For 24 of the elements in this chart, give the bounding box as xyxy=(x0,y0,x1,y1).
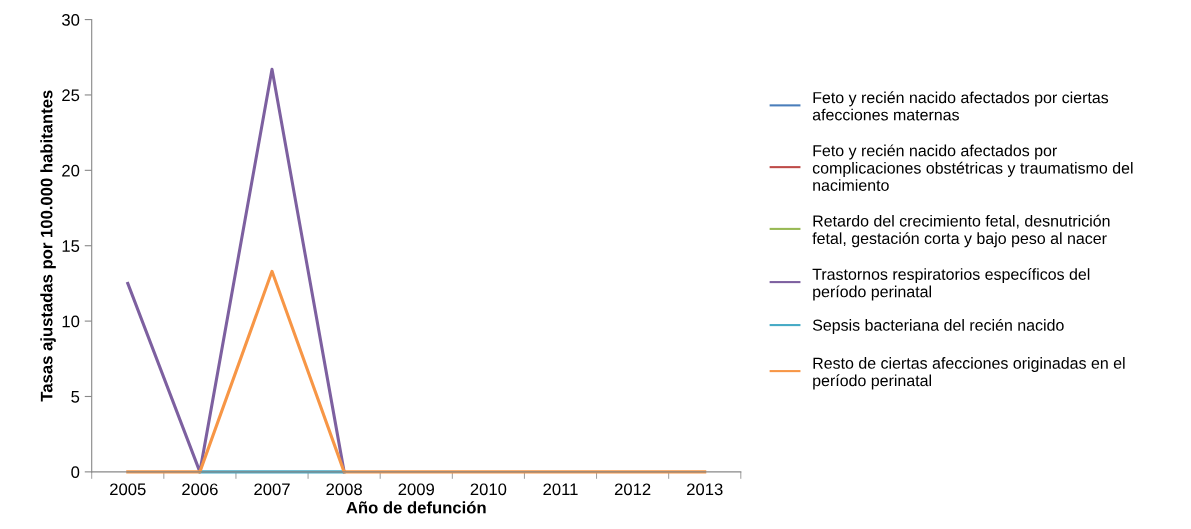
y-tick-label: 0 xyxy=(71,466,80,479)
y-tick-label: 10 xyxy=(62,315,80,328)
legend-label: Resto de ciertas afecciones originadas en el período perinatal xyxy=(813,357,1125,390)
y-tick-label: 30 xyxy=(62,13,80,26)
y-tick-label: 25 xyxy=(62,89,80,102)
legend-label: Sepsis bacteriana del recién nacido xyxy=(812,318,1064,334)
x-tick-label: 2011 xyxy=(543,483,578,496)
y-tick-label: 15 xyxy=(62,240,80,252)
x-tick-label: 2013 xyxy=(687,483,723,496)
x-tick-label: 2009 xyxy=(398,483,434,496)
legend-label: Trastornos respiratorios específicos del período perinatal xyxy=(812,267,1090,301)
y-axis-title: Tasas ajustadas por 100.000 habitantes xyxy=(40,90,56,402)
x-axis-title: Año de defunción xyxy=(346,501,486,514)
x-tick-label: 2007 xyxy=(254,483,290,496)
x-tick-label: 2005 xyxy=(110,483,146,496)
x-tick-label: 2010 xyxy=(470,483,507,496)
x-tick-label: 2012 xyxy=(614,483,651,496)
y-tick-label: 20 xyxy=(62,164,80,177)
x-tick-label: 2006 xyxy=(182,483,218,496)
legend-label: Feto y recién nacido afectados por ciertas afecciones maternas xyxy=(812,91,1109,121)
legend-label: Retardo del crecimiento fetal, desnutrición fetal, gestación corta y bajo peso al nacer xyxy=(812,214,1110,248)
legend-label: Feto y recién nacido afectados por complicaciones obstétricas y traumatismo del nacimiento xyxy=(812,144,1133,191)
y-tick-label: 5 xyxy=(71,391,80,403)
x-tick-label: 2008 xyxy=(326,483,362,496)
